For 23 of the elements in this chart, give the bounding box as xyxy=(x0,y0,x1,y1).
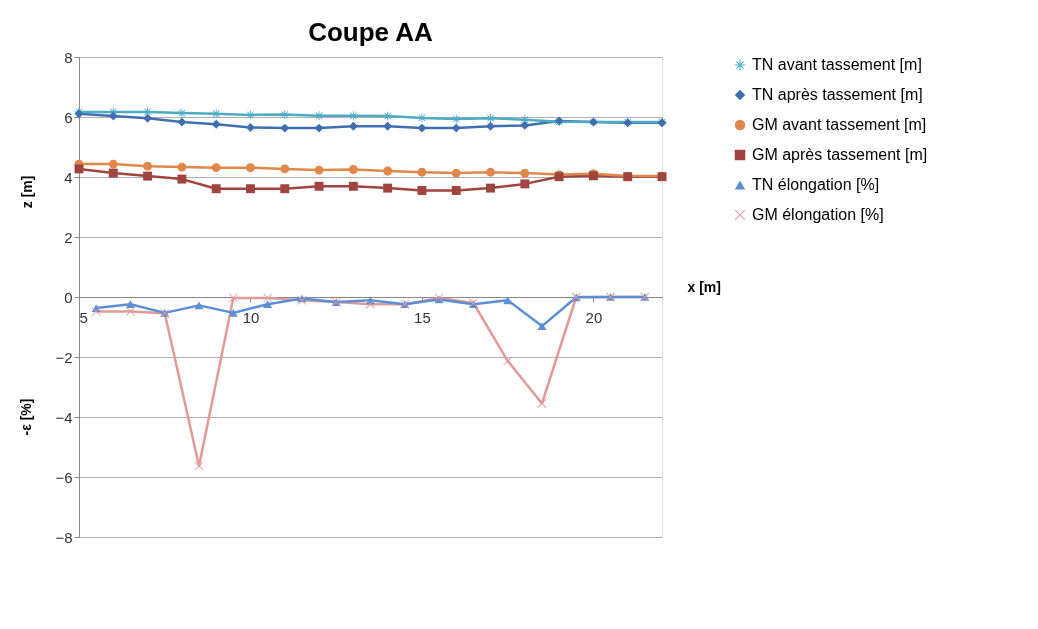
x-tick-label: 15 xyxy=(414,308,431,326)
x-tick-label: 5 xyxy=(79,308,88,326)
x-axis-title: x [m] xyxy=(687,278,721,295)
legend-label: TN élongation [%] xyxy=(752,176,880,193)
y-tick-label: −6 xyxy=(55,468,73,486)
legend-label: GM après tassement [m] xyxy=(752,146,928,163)
y-tick-label: 2 xyxy=(64,228,73,246)
y-tick-label: 4 xyxy=(64,168,73,186)
y-tick-label: −4 xyxy=(55,408,73,426)
y-tick-label: −8 xyxy=(55,528,73,546)
legend-label: TN avant tassement [m] xyxy=(752,56,922,73)
chart-title: Coupe AA xyxy=(308,17,434,47)
legend-label: GM avant tassement [m] xyxy=(752,116,927,133)
y-tick-label: −2 xyxy=(55,348,73,366)
legend-label: TN après tassement [m] xyxy=(752,86,923,103)
text: -ε [%] xyxy=(18,398,34,436)
y-tick-label: 0 xyxy=(64,288,73,306)
legend-label: GM élongation [%] xyxy=(752,206,884,223)
y-tick-label: 8 xyxy=(64,48,73,66)
y-axis-title: z [m] xyxy=(19,175,36,209)
x-tick-label: 20 xyxy=(585,308,603,326)
x-tick-label: 10 xyxy=(242,308,260,326)
y-tick-label: 6 xyxy=(64,108,73,126)
